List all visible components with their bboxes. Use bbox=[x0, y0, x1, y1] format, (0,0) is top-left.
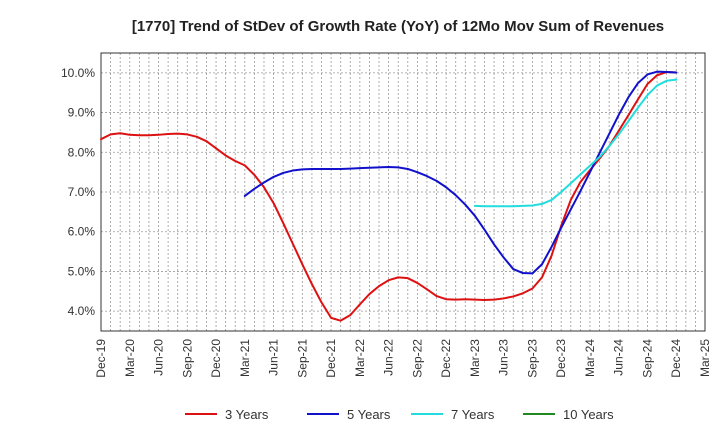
legend-label-5-years: 5 Years bbox=[347, 407, 391, 422]
y-tick-label: 9.0% bbox=[68, 106, 96, 120]
series-line-5-years bbox=[243, 70, 678, 275]
x-tick-label: Mar-22 bbox=[353, 339, 367, 377]
x-tick-label: Dec-21 bbox=[324, 339, 338, 378]
legend: 3 Years 5 Years 7 Years 10 Years bbox=[185, 407, 614, 422]
series-line-7-years bbox=[473, 78, 678, 208]
y-tick-label: 10.0% bbox=[61, 66, 95, 80]
chart-title: [1770] Trend of StDev of Growth Rate (Yo… bbox=[132, 18, 664, 35]
plot-frame bbox=[100, 52, 706, 332]
x-tick-label: Sep-21 bbox=[295, 339, 309, 378]
y-tick-label: 4.0% bbox=[68, 304, 96, 318]
gridlines bbox=[101, 53, 705, 331]
x-tick-label: Sep-24 bbox=[640, 339, 654, 378]
series-layer bbox=[100, 70, 678, 322]
x-tick-label: Jun-24 bbox=[612, 339, 626, 376]
x-tick-label: Dec-24 bbox=[669, 339, 683, 378]
x-tick-label: Mar-23 bbox=[468, 339, 482, 377]
x-tick-label: Dec-22 bbox=[439, 339, 453, 378]
y-axis-ticks: 4.0% 5.0% 6.0% 7.0% 8.0% 9.0% 10.0% bbox=[61, 66, 95, 318]
x-tick-label: Mar-20 bbox=[123, 339, 137, 377]
legend-label-7-years: 7 Years bbox=[451, 407, 495, 422]
x-tick-label: Sep-23 bbox=[525, 339, 539, 378]
x-tick-label: Dec-20 bbox=[209, 339, 223, 378]
x-tick-label: Jun-22 bbox=[382, 339, 396, 376]
legend-label-3-years: 3 Years bbox=[225, 407, 269, 422]
y-tick-label: 8.0% bbox=[68, 145, 96, 159]
x-axis-ticks: Dec-19 Mar-20 Jun-20 Sep-20 Dec-20 Mar-21 Jun-… bbox=[94, 339, 712, 378]
y-tick-label: 7.0% bbox=[68, 185, 96, 199]
x-tick-label: Jun-20 bbox=[152, 339, 166, 376]
x-tick-label: Mar-24 bbox=[583, 339, 597, 377]
series-line-3-years bbox=[100, 71, 678, 322]
x-tick-label: Jun-21 bbox=[267, 339, 281, 376]
x-tick-label: Sep-20 bbox=[180, 339, 194, 378]
x-tick-label: Jun-23 bbox=[497, 339, 511, 376]
y-tick-label: 6.0% bbox=[68, 225, 96, 239]
legend-label-10-years: 10 Years bbox=[563, 407, 614, 422]
x-tick-label: Mar-21 bbox=[238, 339, 252, 377]
x-tick-label: Sep-22 bbox=[410, 339, 424, 378]
y-tick-label: 5.0% bbox=[68, 264, 96, 278]
x-tick-label: Dec-19 bbox=[94, 339, 108, 378]
x-tick-label: Mar-25 bbox=[698, 339, 712, 377]
x-tick-label: Dec-23 bbox=[554, 339, 568, 378]
